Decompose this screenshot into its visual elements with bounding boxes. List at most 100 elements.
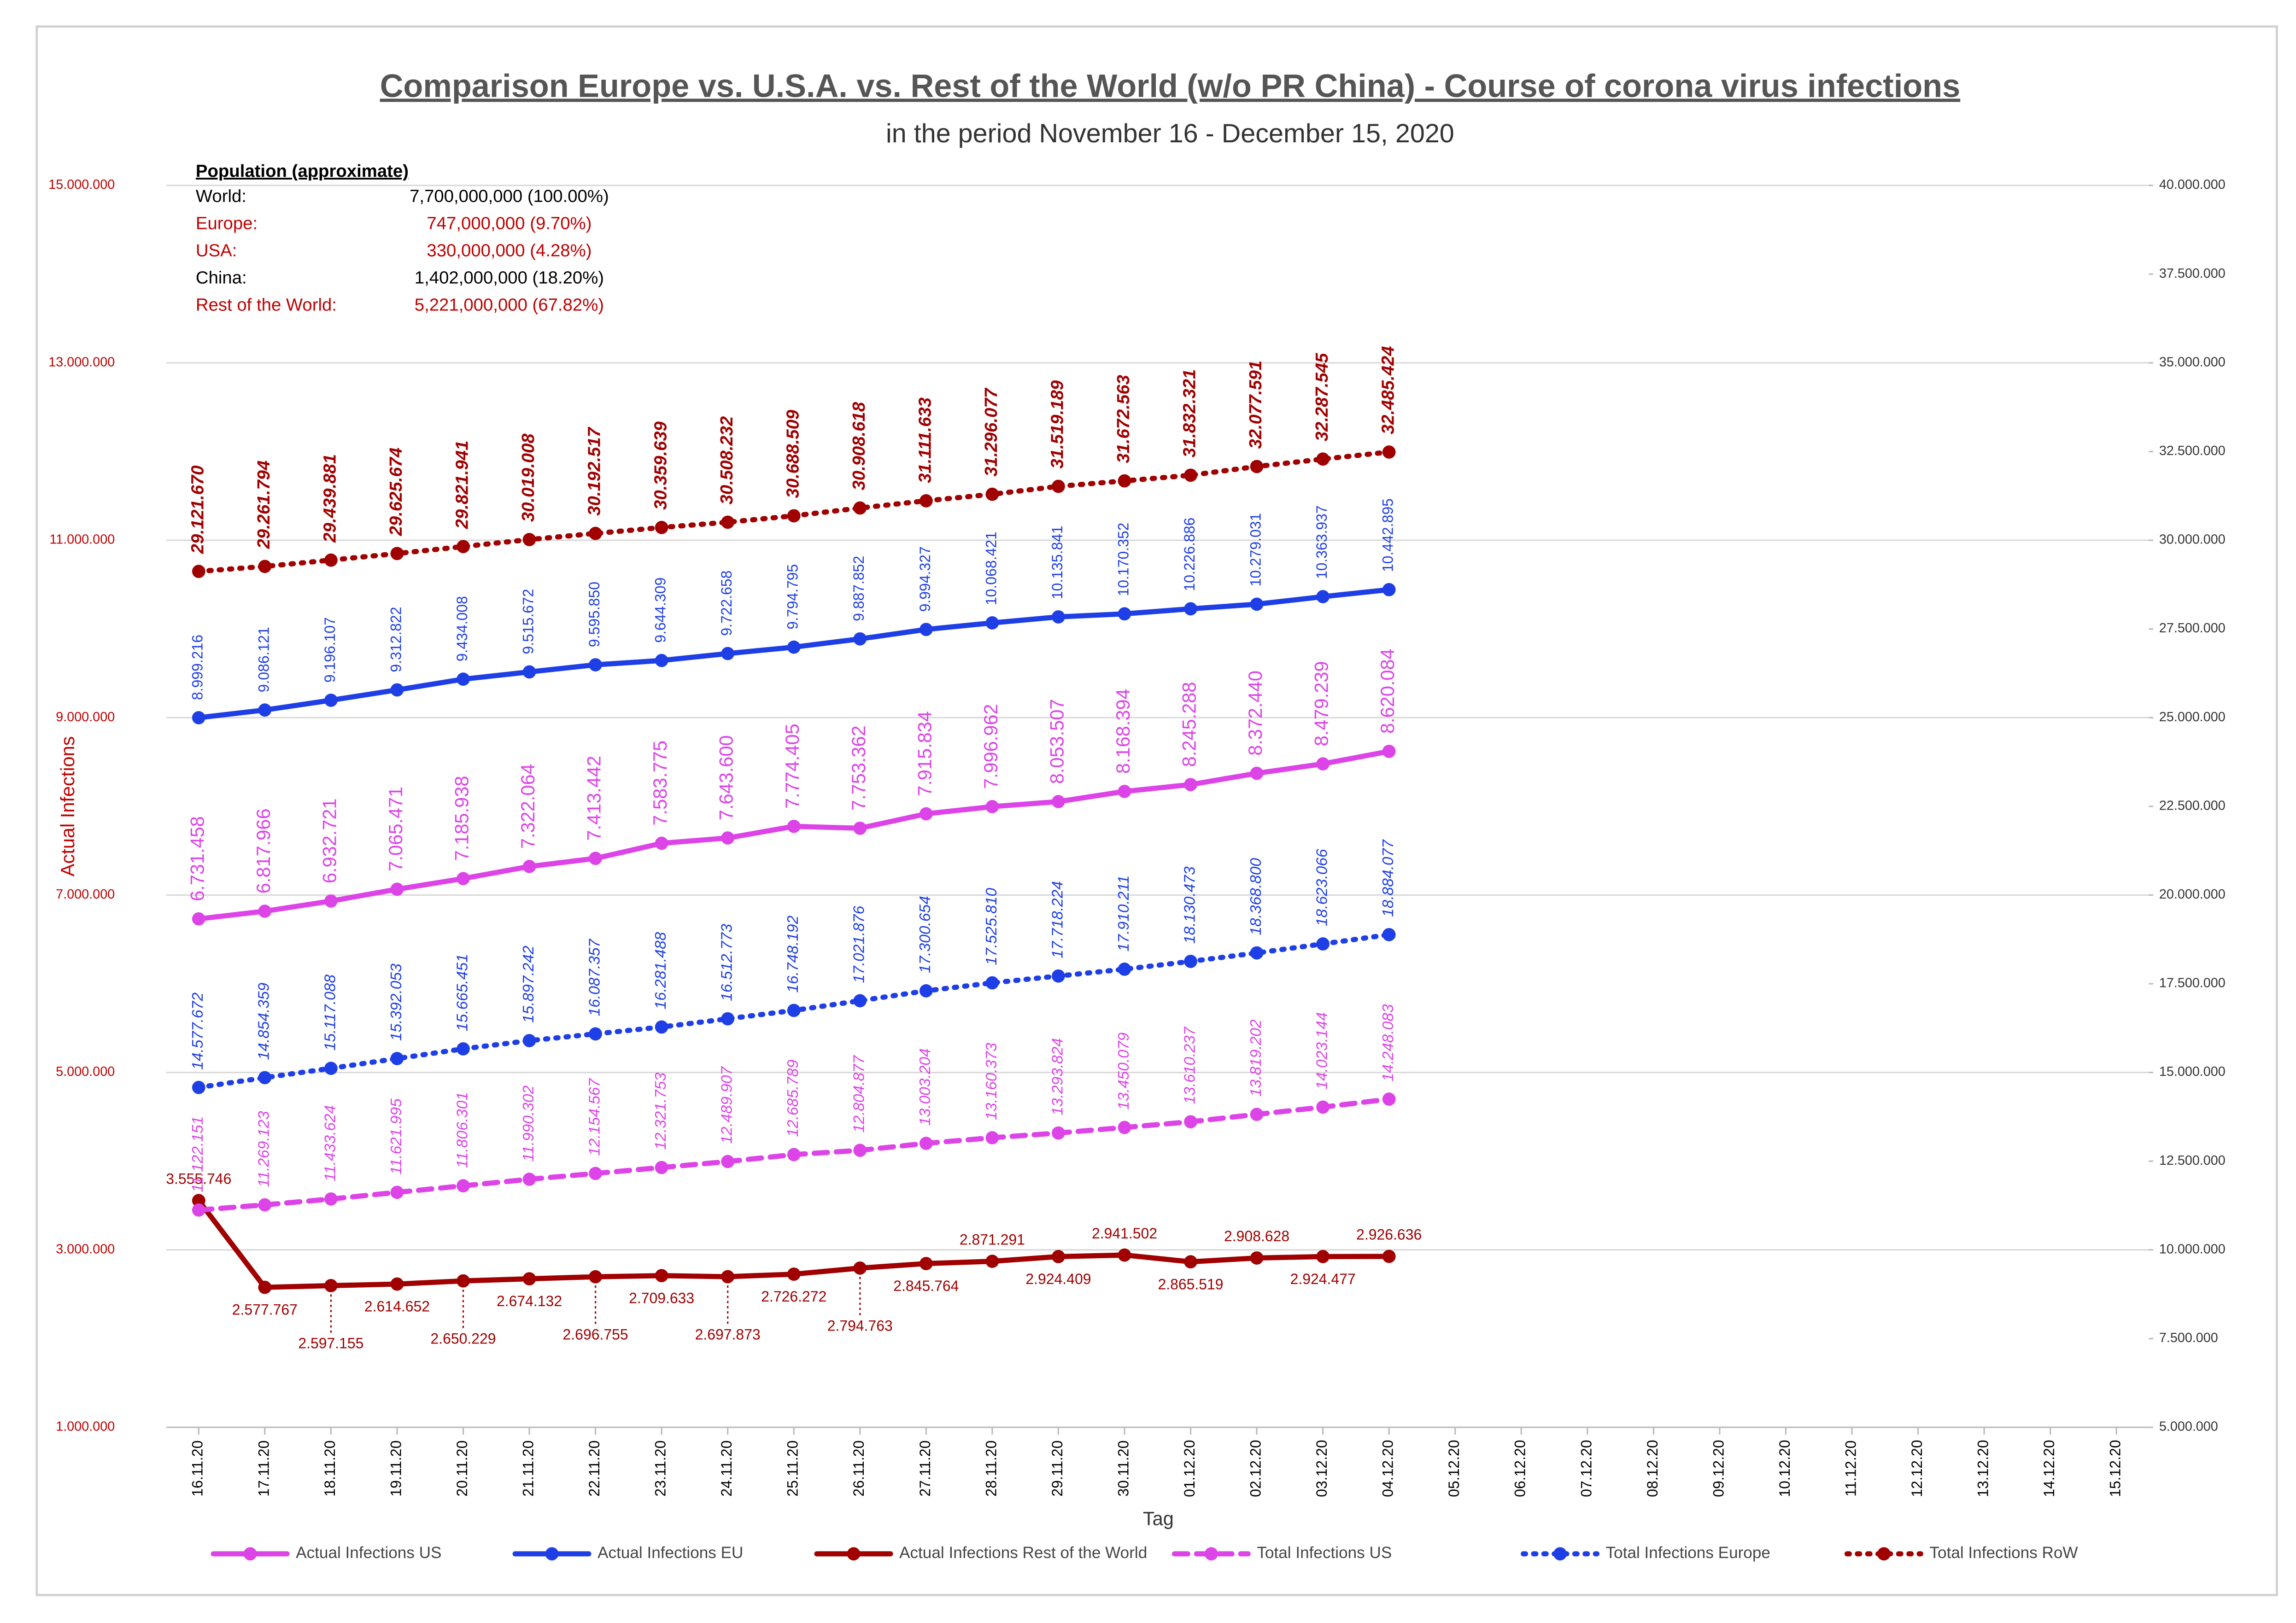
data-point xyxy=(1184,468,1197,482)
x-tick-label: 07.12.20 xyxy=(1578,1440,1594,1497)
data-point xyxy=(589,1027,602,1041)
data-point xyxy=(192,1203,205,1217)
data-label: 6.731.458 xyxy=(186,816,208,901)
data-point xyxy=(919,623,933,636)
legend-marker xyxy=(545,1547,559,1561)
data-point xyxy=(258,560,272,573)
data-point xyxy=(1184,955,1197,968)
data-point xyxy=(1118,1121,1131,1134)
data-point xyxy=(853,994,867,1008)
data-point xyxy=(1382,1092,1396,1106)
data-point xyxy=(1250,597,1264,611)
data-label: 29.261.794 xyxy=(254,461,274,549)
legend-label: Actual Infections Rest of the World xyxy=(899,1544,1147,1562)
data-point xyxy=(1250,1251,1264,1265)
y2-tick-label: 35.000.000 xyxy=(2159,355,2226,369)
data-point xyxy=(721,1012,735,1026)
data-point xyxy=(324,1279,338,1292)
data-label: 16.748.192 xyxy=(785,915,802,992)
x-tick-label: 30.11.20 xyxy=(1115,1441,1131,1497)
data-label: 31.519.189 xyxy=(1048,380,1067,469)
data-label: 9.595.850 xyxy=(586,582,603,647)
data-label: 10.226.886 xyxy=(1181,518,1198,591)
x-tick-label: 05.12.20 xyxy=(1446,1440,1462,1497)
data-label: 30.192.517 xyxy=(585,426,604,516)
data-point xyxy=(390,547,404,560)
data-point xyxy=(721,1270,735,1284)
data-point xyxy=(390,882,404,896)
data-label: 32.485.424 xyxy=(1378,346,1398,434)
data-label: 30.908.618 xyxy=(849,402,869,490)
data-point xyxy=(589,852,602,865)
x-tick-label: 23.11.20 xyxy=(652,1441,669,1497)
data-label: 10.135.841 xyxy=(1049,525,1066,599)
legend-marker xyxy=(1877,1547,1891,1561)
data-point xyxy=(985,800,999,813)
data-label: 31.832.321 xyxy=(1180,369,1200,458)
data-label: 8.999.216 xyxy=(189,635,206,700)
data-label: 7.185.938 xyxy=(451,776,472,861)
data-point xyxy=(787,819,801,833)
data-label: 2.597.155 xyxy=(298,1335,363,1352)
data-point xyxy=(787,1004,801,1017)
data-point xyxy=(787,509,801,523)
data-point xyxy=(1316,1100,1330,1114)
data-label: 32.287.545 xyxy=(1312,353,1332,442)
y-tick-label: 3.000.000 xyxy=(56,1242,115,1256)
y2-tick-label: 7.500.000 xyxy=(2159,1331,2218,1345)
x-tick-label: 03.12.20 xyxy=(1313,1440,1330,1497)
y-tick-label: 13.000.000 xyxy=(48,355,115,369)
data-label: 12.321.753 xyxy=(652,1072,669,1150)
y2-tick-label: 20.000.000 xyxy=(2159,887,2226,902)
data-label: 14.854.359 xyxy=(256,983,273,1060)
data-point xyxy=(1184,1115,1197,1129)
data-label: 7.065.471 xyxy=(385,787,406,872)
y-tick-label: 7.000.000 xyxy=(56,887,115,902)
data-point xyxy=(390,1277,404,1291)
y2-tick-label: 37.500.000 xyxy=(2159,266,2226,281)
data-point xyxy=(457,1274,470,1288)
data-point xyxy=(655,1269,668,1283)
data-point xyxy=(258,1198,272,1212)
x-tick-label: 16.11.20 xyxy=(189,1441,206,1497)
data-point xyxy=(457,1179,470,1193)
x-tick-label: 13.12.20 xyxy=(1975,1440,1991,1497)
y2-tick-label: 30.000.000 xyxy=(2159,532,2226,547)
x-tick-label: 06.12.20 xyxy=(1512,1440,1529,1497)
data-label: 12.685.789 xyxy=(785,1060,802,1137)
x-tick-label: 25.11.20 xyxy=(785,1441,801,1497)
data-point xyxy=(589,658,602,671)
data-label: 30.688.509 xyxy=(783,409,802,498)
data-point xyxy=(919,1257,933,1270)
data-label: 18.884.077 xyxy=(1380,839,1397,917)
x-tick-label: 19.11.20 xyxy=(387,1441,404,1497)
y-tick-label: 5.000.000 xyxy=(56,1064,115,1079)
data-point xyxy=(1250,766,1264,780)
data-point xyxy=(258,1280,272,1294)
data-point xyxy=(192,1194,205,1208)
data-label: 15.665.451 xyxy=(454,954,471,1031)
data-point xyxy=(919,984,933,998)
x-tick-label: 14.12.20 xyxy=(2041,1440,2057,1497)
x-tick-label: 17.11.20 xyxy=(255,1441,272,1497)
data-label: 11.122.151 xyxy=(189,1116,206,1192)
data-label: 31.296.077 xyxy=(981,387,1001,477)
data-point xyxy=(655,1161,668,1174)
x-tick-label: 02.12.20 xyxy=(1248,1440,1264,1497)
data-label: 32.077.591 xyxy=(1246,361,1265,449)
data-point xyxy=(985,1255,999,1268)
data-point xyxy=(192,1080,205,1094)
data-label: 16.281.488 xyxy=(652,932,669,1009)
data-label: 11.269.123 xyxy=(256,1111,273,1187)
y2-tick-label: 10.000.000 xyxy=(2159,1242,2226,1256)
data-point xyxy=(390,1052,404,1065)
x-tick-label: 15.12.20 xyxy=(2107,1440,2124,1497)
data-label: 11.433.624 xyxy=(322,1105,339,1181)
data-label: 9.794.795 xyxy=(785,564,801,630)
data-label: 18.623.066 xyxy=(1313,849,1330,926)
data-label: 8.245.288 xyxy=(1178,682,1200,767)
population-label: Europe: xyxy=(196,213,258,233)
y2-tick-label: 32.500.000 xyxy=(2159,444,2226,458)
x-tick-label: 28.11.20 xyxy=(983,1441,999,1497)
